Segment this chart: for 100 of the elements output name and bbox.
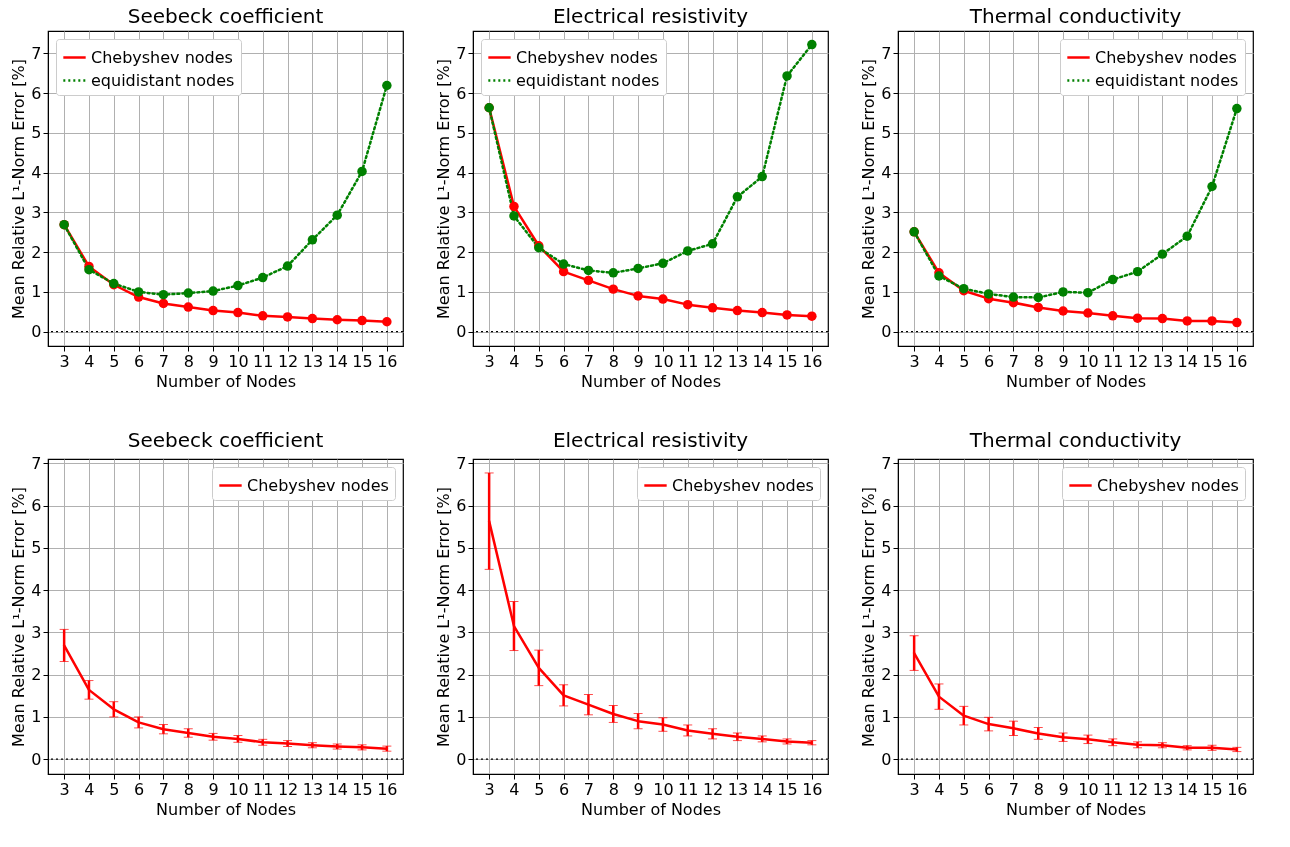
x-tick-label: 7 — [158, 779, 170, 799]
x-tick-label: 5 — [534, 351, 545, 371]
y-tick-label: 3 — [31, 622, 42, 642]
x-tick-label: 9 — [208, 779, 219, 799]
chart-title: Seebeck coefficient — [127, 4, 324, 28]
y-tick-label: 3 — [881, 202, 892, 222]
y-tick-label: 4 — [881, 580, 892, 600]
y-tick-label: 1 — [881, 282, 892, 302]
chart-title: Seebeck coefficient — [127, 428, 324, 453]
x-tick-label: 12 — [1127, 779, 1149, 799]
legend-label: equidistant nodes — [516, 70, 660, 90]
x-tick-label: 7 — [158, 351, 170, 371]
y-tick-label: 4 — [456, 580, 467, 600]
y-tick-label: 1 — [456, 707, 467, 727]
x-tick-label: 16 — [377, 779, 398, 799]
x-tick-label: 10 — [653, 779, 674, 799]
chart-title: Thermal conductivity — [968, 4, 1182, 28]
x-tick-label: 15 — [1202, 779, 1223, 799]
x-tick-label: 16 — [802, 779, 823, 799]
legend-label: Chebyshev nodes — [516, 47, 658, 67]
legend-label: equidistant nodes — [91, 70, 235, 90]
y-tick-label: 6 — [456, 496, 467, 516]
y-tick-label: 7 — [456, 453, 467, 473]
y-tick-label: 3 — [456, 202, 467, 222]
x-tick-label: 14 — [1177, 779, 1198, 799]
y-tick-label: 7 — [881, 453, 892, 473]
y-axis-title: Mean Relative L¹-Norm Error [%] — [434, 59, 454, 319]
x-tick-label: 8 — [1033, 779, 1044, 799]
y-tick-label: 7 — [31, 453, 42, 473]
x-tick-label: 3 — [59, 351, 70, 371]
x-tick-label: 14 — [752, 351, 773, 371]
y-tick-label: 0 — [456, 749, 467, 769]
y-tick-label: 0 — [456, 322, 467, 342]
y-tick-label: 7 — [31, 43, 42, 63]
x-tick-label: 4 — [934, 779, 945, 799]
x-tick-label: 8 — [183, 351, 194, 371]
x-tick-label: 6 — [984, 351, 995, 371]
y-tick-label: 1 — [31, 707, 42, 727]
x-tick-label: 15 — [352, 351, 373, 371]
y-axis-title: Mean Relative L¹-Norm Error [%] — [9, 487, 29, 747]
x-tick-label: 4 — [934, 351, 945, 371]
y-tick-label: 5 — [31, 538, 42, 558]
x-tick-label: 13 — [1152, 351, 1174, 371]
x-tick-label: 8 — [608, 351, 619, 371]
x-tick-label: 13 — [727, 779, 749, 799]
x-tick-label: 12 — [277, 351, 299, 371]
y-tick-label: 2 — [31, 242, 42, 262]
x-tick-label: 4 — [84, 779, 95, 799]
y-tick-label: 4 — [456, 163, 467, 183]
x-tick-label: 12 — [277, 779, 299, 799]
x-tick-label: 7 — [1008, 779, 1020, 799]
x-axis-title: Number of Nodes — [156, 371, 296, 391]
x-tick-label: 14 — [752, 779, 773, 799]
x-tick-label: 15 — [777, 351, 798, 371]
x-tick-label: 10 — [1078, 779, 1099, 799]
x-tick-label: 12 — [1127, 351, 1149, 371]
y-tick-label: 4 — [31, 580, 42, 600]
x-tick-label: 13 — [302, 779, 324, 799]
x-tick-label: 15 — [352, 779, 373, 799]
x-tick-label: 14 — [327, 351, 348, 371]
x-tick-label: 8 — [183, 779, 194, 799]
y-tick-label: 5 — [31, 123, 42, 143]
x-axis-title: Number of Nodes — [1006, 371, 1146, 391]
x-tick-label: 6 — [134, 351, 145, 371]
x-axis-title: Number of Nodes — [1006, 799, 1146, 819]
x-tick-label: 11 — [1103, 351, 1124, 371]
x-tick-label: 12 — [702, 779, 724, 799]
x-tick-label: 5 — [109, 351, 120, 371]
y-tick-label: 2 — [881, 242, 892, 262]
x-tick-label: 5 — [959, 351, 970, 371]
x-tick-label: 3 — [909, 779, 920, 799]
x-tick-label: 16 — [802, 351, 823, 371]
x-tick-label: 9 — [1058, 351, 1069, 371]
legend-label: Chebyshev nodes — [91, 47, 233, 67]
x-tick-label: 10 — [228, 351, 249, 371]
y-tick-label: 4 — [881, 163, 892, 183]
x-tick-label: 16 — [1227, 351, 1248, 371]
x-tick-label: 9 — [208, 351, 219, 371]
x-tick-label: 11 — [678, 779, 699, 799]
y-tick-label: 5 — [881, 538, 892, 558]
x-tick-label: 11 — [253, 779, 274, 799]
x-tick-label: 5 — [109, 779, 120, 799]
y-tick-label: 0 — [31, 322, 42, 342]
y-tick-label: 6 — [456, 83, 467, 103]
x-tick-label: 5 — [534, 779, 545, 799]
legend-label: Chebyshev nodes — [1097, 475, 1239, 495]
x-tick-label: 13 — [727, 351, 749, 371]
x-tick-label: 12 — [702, 351, 724, 371]
x-tick-label: 15 — [1202, 351, 1223, 371]
y-tick-label: 6 — [881, 496, 892, 516]
x-tick-label: 7 — [583, 779, 595, 799]
x-tick-label: 8 — [608, 779, 619, 799]
legend-label: Chebyshev nodes — [672, 475, 814, 495]
x-tick-label: 4 — [509, 351, 520, 371]
y-tick-label: 6 — [881, 83, 892, 103]
y-axis-title: Mean Relative L¹-Norm Error [%] — [859, 59, 879, 319]
chart-title: Thermal conductivity — [968, 428, 1182, 453]
y-tick-label: 2 — [456, 665, 467, 685]
y-axis-title: Mean Relative L¹-Norm Error [%] — [9, 59, 29, 319]
x-tick-label: 15 — [777, 779, 798, 799]
